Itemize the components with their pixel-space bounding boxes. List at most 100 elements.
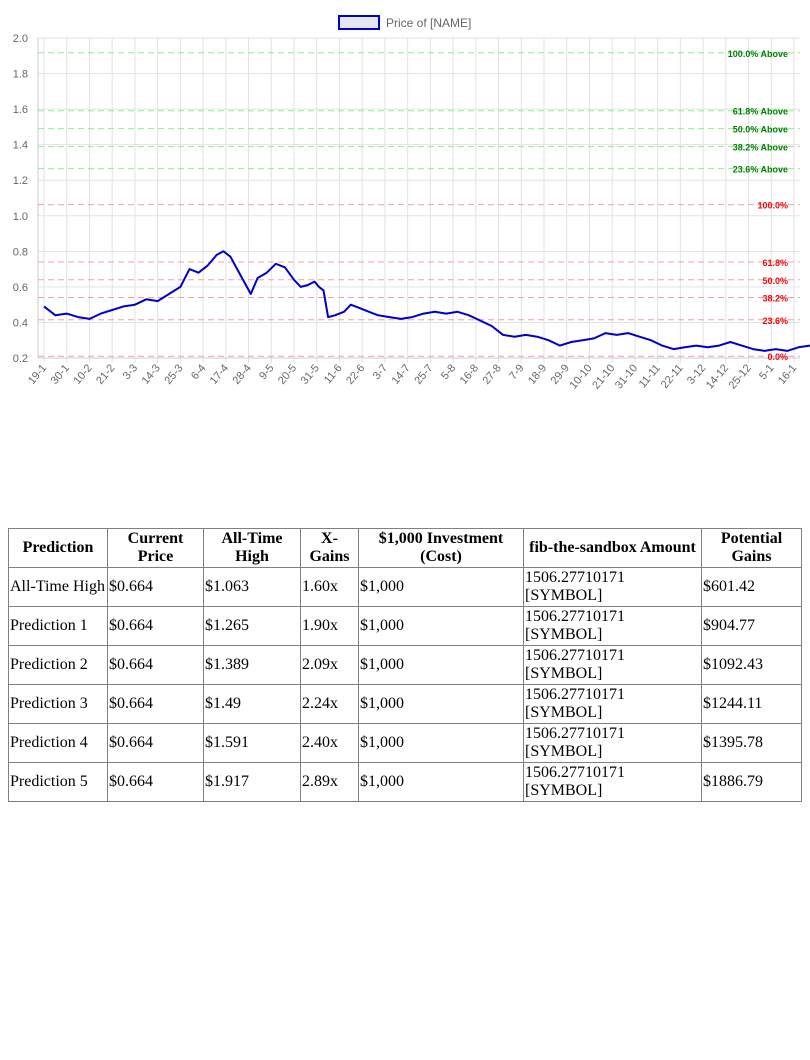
x-tick-label: 28-4 xyxy=(230,362,253,387)
table-head: Prediction Current Price All-Time High X… xyxy=(8,528,802,568)
cell-x-gains: 2.40x xyxy=(300,723,359,763)
x-tick-label: 31-10 xyxy=(613,362,640,391)
cell-potential-gains: $1395.78 xyxy=(701,723,802,763)
x-tick-label: 25-12 xyxy=(727,362,754,391)
x-tick-label: 25-3 xyxy=(162,362,185,387)
fib-level-label: 38.2% Above xyxy=(733,143,788,153)
cell-investment: $1,000 xyxy=(358,645,524,685)
predictions-table: Prediction Current Price All-Time High X… xyxy=(8,528,802,802)
cell-potential-gains: $1886.79 xyxy=(701,762,802,802)
fib-level-label: 23.6% xyxy=(762,316,788,326)
x-tick-label: 20-5 xyxy=(276,362,299,387)
cell-x-gains: 2.09x xyxy=(300,645,359,685)
table-row: Prediction 4 $0.664 $1.591 2.40x $1,000 1506.… xyxy=(8,723,802,763)
cell-all-time-high: $1.591 xyxy=(203,723,301,763)
price-series-line xyxy=(43,250,810,352)
x-tick-label: 16-8 xyxy=(458,362,481,387)
x-tick-label: 11-11 xyxy=(637,362,663,390)
y-tick-label: 0.6 xyxy=(13,282,28,294)
cell-investment: $1,000 xyxy=(358,762,524,802)
fib-level-label: 38.2% xyxy=(762,294,788,304)
legend-label: Price of [NAME] xyxy=(386,16,471,30)
x-tick-label: 17-4 xyxy=(208,362,231,387)
cell-potential-gains: $601.42 xyxy=(701,567,802,607)
cell-prediction: Prediction 2 xyxy=(8,645,108,685)
cell-prediction: Prediction 5 xyxy=(8,762,108,802)
header-amount: fib-the-sandbox Amount xyxy=(523,528,702,568)
table-row: Prediction 2 $0.664 $1.389 2.09x $1,000 1506.… xyxy=(8,645,802,685)
cell-x-gains: 2.89x xyxy=(300,762,359,802)
y-tick-label: 1.2 xyxy=(13,175,28,187)
x-tick-label: 25-7 xyxy=(412,362,435,387)
cell-current-price: $0.664 xyxy=(107,567,204,607)
cell-potential-gains: $1092.43 xyxy=(701,645,802,685)
cell-all-time-high: $1.265 xyxy=(203,606,301,646)
x-tick-label: 21-2 xyxy=(94,362,117,387)
x-tick-label: 14-3 xyxy=(140,362,163,387)
header-potential-gains: Potential Gains xyxy=(701,528,802,568)
cell-amount: 1506.27710171 [SYMBOL] xyxy=(523,684,702,724)
cell-prediction: All-Time High xyxy=(8,567,108,607)
cell-all-time-high: $1.063 xyxy=(203,567,301,607)
price-chart: Price of [NAME] 2.0 1.8 1.6 1.4 1.2 1.0 0.8 0.6 0… xyxy=(0,0,810,440)
table-body: All-Time High $0.664 $1.063 1.60x $1,000 1506… xyxy=(8,567,802,802)
x-tick-label: 11-6 xyxy=(322,362,345,386)
x-tick-label: 31-5 xyxy=(299,362,322,387)
x-tick-label: 3-7 xyxy=(371,362,390,382)
cell-amount: 1506.27710171 [SYMBOL] xyxy=(523,567,702,607)
header-prediction: Prediction xyxy=(8,528,108,568)
header-all-time-high: All-Time High xyxy=(203,528,301,568)
fib-level-label: 61.8% xyxy=(762,258,788,268)
x-tick-label: 5-1 xyxy=(757,362,776,382)
cell-investment: $1,000 xyxy=(358,684,524,724)
cell-prediction: Prediction 1 xyxy=(8,606,108,646)
cell-amount: 1506.27710171 [SYMBOL] xyxy=(523,762,702,802)
x-tick-label: 22-6 xyxy=(344,362,367,387)
y-tick-label: 0.4 xyxy=(13,317,28,329)
x-tick-label: 19-1 xyxy=(26,362,49,387)
x-tick-label: 14-7 xyxy=(390,362,413,387)
table-row: Prediction 3 $0.664 $1.49 2.24x $1,000 1506.2… xyxy=(8,684,802,724)
x-tick-label: 16-1 xyxy=(776,362,799,387)
y-tick-label: 0.8 xyxy=(13,246,28,258)
y-tick-label: 1.6 xyxy=(13,104,28,116)
cell-current-price: $0.664 xyxy=(107,606,204,646)
x-tick-label: 7-9 xyxy=(507,362,526,382)
cell-potential-gains: $1244.11 xyxy=(701,684,802,724)
header-x-gains: X-Gains xyxy=(300,528,359,568)
y-tick-label: 1.4 xyxy=(13,140,28,152)
y-tick-label: 1.0 xyxy=(13,211,28,223)
x-tick-label: 27-8 xyxy=(480,362,503,387)
cell-x-gains: 2.24x xyxy=(300,684,359,724)
x-tick-label: 10-10 xyxy=(567,362,594,391)
table-row: Prediction 1 $0.664 $1.265 1.90x $1,000 1506.… xyxy=(8,606,802,646)
cell-potential-gains: $904.77 xyxy=(701,606,802,646)
x-tick-label: 14-12 xyxy=(704,362,731,391)
x-tick-label: 9-5 xyxy=(257,362,276,382)
y-tick-label: 0.2 xyxy=(13,353,28,365)
fib-level-label: 0.0% xyxy=(767,352,788,362)
y-tick-label: 1.8 xyxy=(13,69,28,81)
fib-level-label: 50.0% xyxy=(762,276,788,286)
x-tick-label: 22-11 xyxy=(659,362,686,391)
x-tick-label: 6-4 xyxy=(189,362,208,382)
fib-level-label: 23.6% Above xyxy=(733,165,788,175)
x-tick-label: 5-8 xyxy=(439,362,458,382)
cell-amount: 1506.27710171 [SYMBOL] xyxy=(523,723,702,763)
cell-x-gains: 1.60x xyxy=(300,567,359,607)
cell-all-time-high: $1.49 xyxy=(203,684,301,724)
x-tick-label: 30-1 xyxy=(49,362,72,387)
cell-all-time-high: $1.389 xyxy=(203,645,301,685)
header-investment-cost: $1,000 Investment (Cost) xyxy=(358,528,524,568)
x-tick-label: 21-10 xyxy=(590,362,617,391)
fib-level-label: 50.0% Above xyxy=(733,125,788,135)
fib-level-label: 61.8% Above xyxy=(733,107,788,117)
cell-investment: $1,000 xyxy=(358,567,524,607)
cell-current-price: $0.664 xyxy=(107,645,204,685)
table-row: Prediction 5 $0.664 $1.917 2.89x $1,000 1506.… xyxy=(8,762,802,802)
cell-current-price: $0.664 xyxy=(107,684,204,724)
cell-prediction: Prediction 4 xyxy=(8,723,108,763)
cell-current-price: $0.664 xyxy=(107,723,204,763)
x-tick-label: 10-2 xyxy=(71,362,94,387)
fib-level-label: 100.0% Above xyxy=(728,49,788,59)
